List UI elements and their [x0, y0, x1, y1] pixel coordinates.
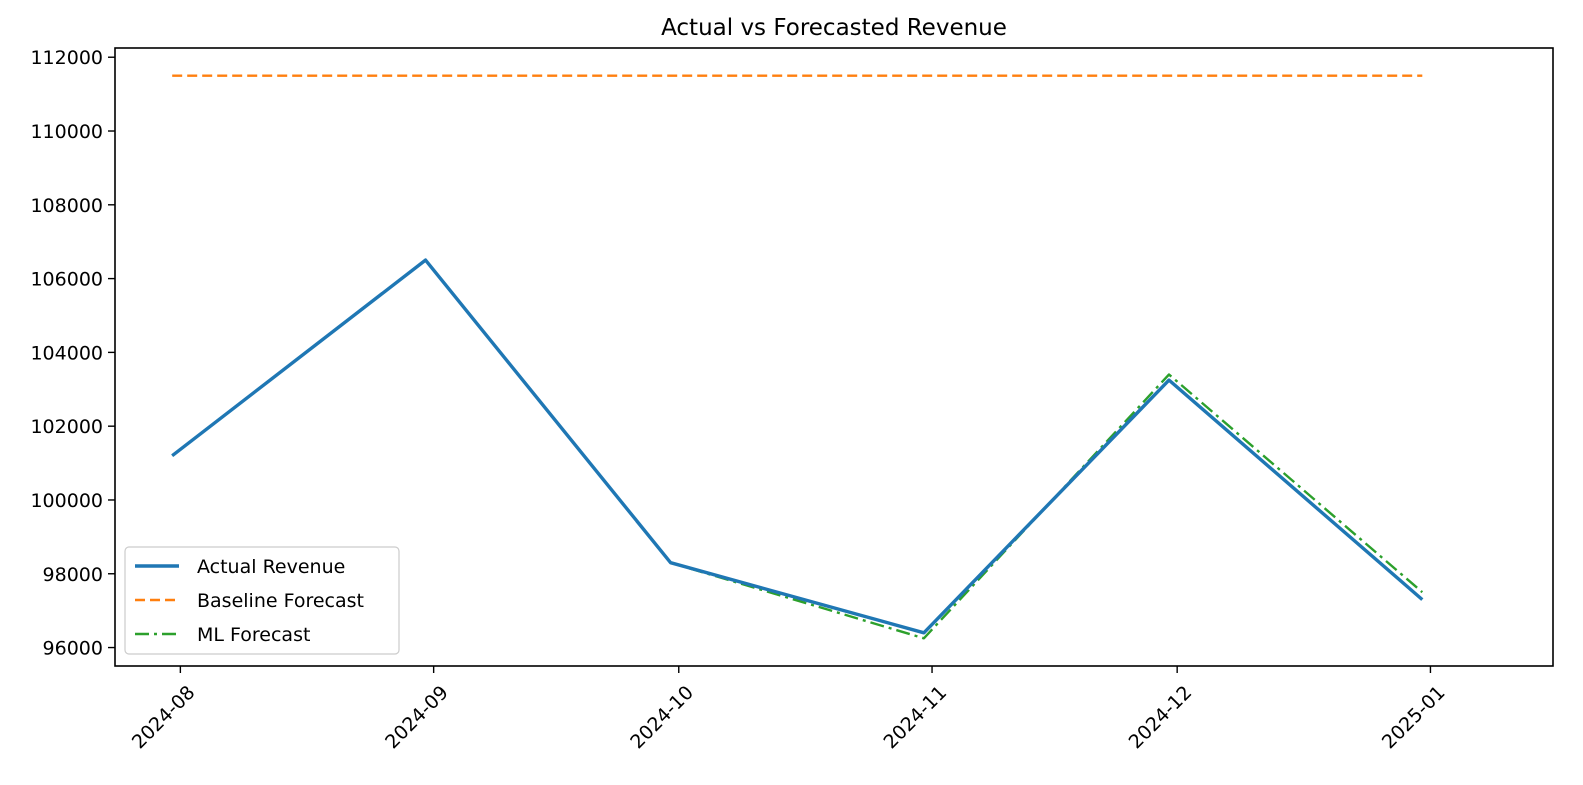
legend: Actual Revenue Baseline Forecast ML Foreca…	[124, 546, 400, 655]
plot-frame	[114, 47, 1554, 667]
legend-label: Baseline Forecast	[197, 590, 364, 612]
y-tick-label: 98000	[43, 564, 103, 586]
y-tick-label: 96000	[43, 638, 103, 660]
series-line-actual-revenue	[171, 258, 1424, 635]
x-tick-label: 2024-11	[879, 682, 951, 754]
y-tick-label: 102000	[30, 416, 103, 438]
y-tick-label: 108000	[30, 195, 103, 217]
legend-label: Actual Revenue	[197, 556, 345, 578]
chart-title: Actual vs Forecasted Revenue	[661, 15, 1007, 41]
x-tick-label: 2025-01	[1378, 682, 1450, 754]
y-tick-label: 112000	[30, 47, 103, 69]
x-axis: 2024-08 2024-09 2024-10 2024-11 2024-12 2025-…	[128, 666, 1450, 753]
x-tick-label: 2024-12	[1125, 682, 1197, 754]
plot-lines	[171, 74, 1424, 640]
y-axis: 96000 98000 100000 102000 104000 106000 108000…	[30, 47, 115, 660]
y-tick-label: 106000	[30, 269, 103, 291]
legend-label: ML Forecast	[197, 624, 310, 646]
legend-box	[124, 546, 400, 655]
y-tick-label: 104000	[30, 342, 103, 364]
x-tick-label: 2024-08	[128, 682, 200, 754]
series-line-ml-forecast	[171, 258, 1424, 640]
y-tick-label: 100000	[30, 490, 103, 512]
y-tick-label: 110000	[30, 121, 103, 143]
x-tick-label: 2024-09	[381, 682, 453, 754]
x-tick-label: 2024-10	[626, 682, 698, 754]
